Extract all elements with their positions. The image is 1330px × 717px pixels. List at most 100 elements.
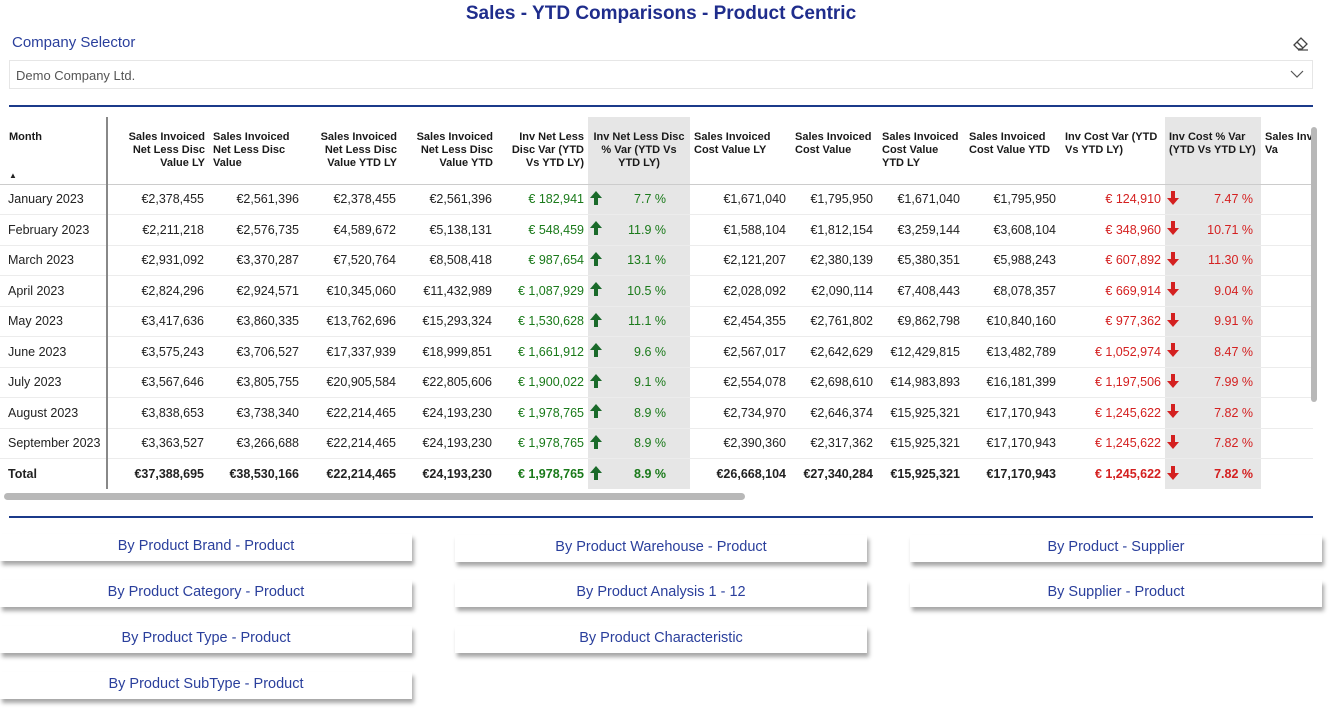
month-cell: August 2023 — [0, 397, 108, 429]
value-cell: €10,7 — [1261, 458, 1313, 489]
column-header[interactable]: Sales Invoiced Cost Value YTD — [969, 131, 1051, 156]
value-cell: €2,378,455 — [107, 184, 209, 215]
column-header[interactable]: Sales Invoiced Cost Value — [795, 131, 872, 156]
table-row[interactable]: July 2023 €3,567,646 €3,805,755 €20,905,584… — [0, 367, 1313, 398]
total-row[interactable]: Total €37,388,695 €38,530,166 €22,214,465 €2… — [0, 458, 1313, 489]
table-row[interactable]: March 2023 €2,931,092 €3,370,287 €7,520,764… — [0, 245, 1313, 276]
column-header[interactable]: Inv Cost Var (YTD Vs YTD LY) — [1065, 131, 1158, 156]
value-cell: €2,561,396 — [401, 184, 497, 215]
value-cell: €2,642,629 — [791, 336, 878, 368]
value-cell: €18,999,851 — [401, 336, 497, 368]
sales-table: Month ▲ Sales Invoiced Net Less Disc Valu… — [0, 117, 1313, 489]
value-cell: €7,520,764 — [304, 245, 401, 276]
table-row[interactable]: April 2023 €2,824,296 €2,924,571 €10,345,06… — [0, 275, 1313, 307]
table-row[interactable]: February 2023 €2,211,218 €2,576,735 €4,589,… — [0, 214, 1313, 246]
month-cell: May 2023 — [0, 306, 108, 337]
cost-variance-percent-cell: 7.99 % — [1187, 367, 1261, 398]
column-header[interactable]: Sales Invoiced Net Less Disc Value LY — [128, 131, 205, 169]
arrow-down-icon — [1165, 397, 1187, 429]
value-cell: €2,646,374 — [791, 397, 878, 429]
variance-percent-cell: 9.6 % — [610, 336, 690, 368]
value-cell: €1,671,040 — [690, 184, 791, 215]
nav-button-product-warehouse[interactable]: By Product Warehouse - Product — [455, 535, 867, 562]
value-cell: €16,181,399 — [965, 367, 1061, 398]
value-cell: €17,337,939 — [304, 336, 401, 368]
nav-button-product-brand[interactable]: By Product Brand - Product — [0, 534, 412, 561]
value-cell: €22,214,465 — [304, 458, 401, 489]
value-cell: €2,576,735 — [209, 214, 304, 246]
value-cell: €2,567,017 — [690, 336, 791, 368]
value-cell: €5,988,243 — [965, 245, 1061, 276]
cost-variance-cell: € 669,914 — [1061, 275, 1165, 307]
table-row[interactable]: May 2023 €3,417,636 €3,860,335 €13,762,696 €… — [0, 306, 1313, 337]
nav-button-product-supplier[interactable]: By Product - Supplier — [910, 535, 1322, 562]
nav-button-product-characteristic[interactable]: By Product Characteristic — [455, 626, 867, 653]
value-cell: €2,561,396 — [209, 184, 304, 215]
variance-percent-cell: 8.9 % — [610, 397, 690, 429]
vertical-scrollbar[interactable] — [1311, 127, 1317, 402]
table-row[interactable]: September 2023 €3,363,527 €3,266,688 €22,21… — [0, 428, 1313, 459]
table-header-row: Month ▲ Sales Invoiced Net Less Disc Valu… — [0, 117, 1313, 184]
value-cell: €12,429,815 — [878, 336, 965, 368]
company-dropdown[interactable]: Demo Company Ltd. — [9, 60, 1313, 89]
arrow-up-icon — [588, 367, 610, 398]
value-cell: €38,530,166 — [209, 458, 304, 489]
nav-button-supplier-product[interactable]: By Supplier - Product — [910, 580, 1322, 607]
value-cell: €2,121,207 — [690, 245, 791, 276]
value-cell: €7 — [1261, 275, 1313, 307]
column-header[interactable]: Inv Cost % Var (YTD Vs YTD LY) — [1165, 117, 1261, 184]
bottom-divider — [9, 516, 1313, 518]
nav-button-product-category[interactable]: By Product Category - Product — [0, 580, 412, 607]
variance-percent-cell: 7.7 % — [610, 184, 690, 215]
nav-button-product-type[interactable]: By Product Type - Product — [0, 626, 412, 653]
value-cell: €22,214,465 — [304, 428, 401, 459]
value-cell: €3,363,527 — [107, 428, 209, 459]
value-cell: €24,193,230 — [401, 428, 497, 459]
value-cell: €15,925,321 — [878, 397, 965, 429]
cost-variance-cell: € 348,960 — [1061, 214, 1165, 246]
column-header-month[interactable]: Month ▲ — [0, 117, 108, 184]
arrow-down-icon — [1165, 458, 1187, 489]
value-cell: €2,761,802 — [791, 306, 878, 337]
table-row[interactable]: August 2023 €3,838,653 €3,738,340 €22,214,4… — [0, 397, 1313, 429]
value-cell: €14,983,893 — [878, 367, 965, 398]
column-header[interactable]: Sales Invoiced Net Less Disc Value — [213, 131, 290, 169]
column-header[interactable]: Sales Invoiced Net Less Disc Value YTD — [416, 131, 493, 169]
sales-matrix[interactable]: Month ▲ Sales Invoiced Net Less Disc Valu… — [0, 117, 1313, 494]
value-cell: €2,090,114 — [791, 275, 878, 307]
table-row[interactable]: June 2023 €3,575,243 €3,706,527 €17,337,939… — [0, 336, 1313, 368]
eraser-icon[interactable] — [1292, 35, 1310, 51]
value-cell: €1,0 — [1261, 367, 1313, 398]
nav-button-product-subtype[interactable]: By Product SubType - Product — [0, 672, 412, 699]
value-cell: €9 — [1261, 306, 1313, 337]
value-cell: €9 — [1261, 428, 1313, 459]
value-cell: €3,738,340 — [209, 397, 304, 429]
column-header[interactable]: Sales Invoiced Cost Value YTD LY — [882, 131, 959, 169]
cost-variance-cell: € 1,052,974 — [1061, 336, 1165, 368]
variance-cell: € 1,900,022 — [497, 367, 588, 398]
column-header[interactable]: Sales Inv Profit Va — [1265, 131, 1313, 156]
horizontal-scrollbar[interactable] — [4, 493, 745, 500]
arrow-up-icon — [588, 458, 610, 489]
arrow-down-icon — [1165, 214, 1187, 246]
sort-ascending-icon[interactable]: ▲ — [9, 171, 17, 180]
column-header[interactable]: Inv Net Less Disc Var (YTD Vs YTD LY) — [511, 131, 584, 169]
column-header[interactable]: Sales Invoiced Net Less Disc Value YTD L… — [320, 131, 397, 169]
cost-variance-percent-cell: 9.04 % — [1187, 275, 1261, 307]
column-header[interactable]: Sales Invoiced Cost Value LY — [694, 131, 771, 156]
arrow-up-icon — [588, 184, 610, 215]
value-cell: €17,170,943 — [965, 397, 1061, 429]
month-cell: September 2023 — [0, 428, 108, 459]
nav-button-product-analysis[interactable]: By Product Analysis 1 - 12 — [455, 580, 867, 607]
value-cell: €24,193,230 — [401, 458, 497, 489]
column-header[interactable]: Inv Net Less Disc % Var (YTD Vs YTD LY) — [588, 117, 690, 184]
value-cell: €3,838,653 — [107, 397, 209, 429]
month-cell: April 2023 — [0, 275, 108, 307]
value-cell: €15,925,321 — [878, 458, 965, 489]
value-cell: €1,812,154 — [791, 214, 878, 246]
top-divider — [9, 105, 1313, 107]
value-cell: €37,388,695 — [107, 458, 209, 489]
value-cell: €11,432,989 — [401, 275, 497, 307]
table-row[interactable]: January 2023 €2,378,455 €2,561,396 €2,378,4… — [0, 184, 1313, 215]
chevron-down-icon — [1290, 70, 1304, 78]
